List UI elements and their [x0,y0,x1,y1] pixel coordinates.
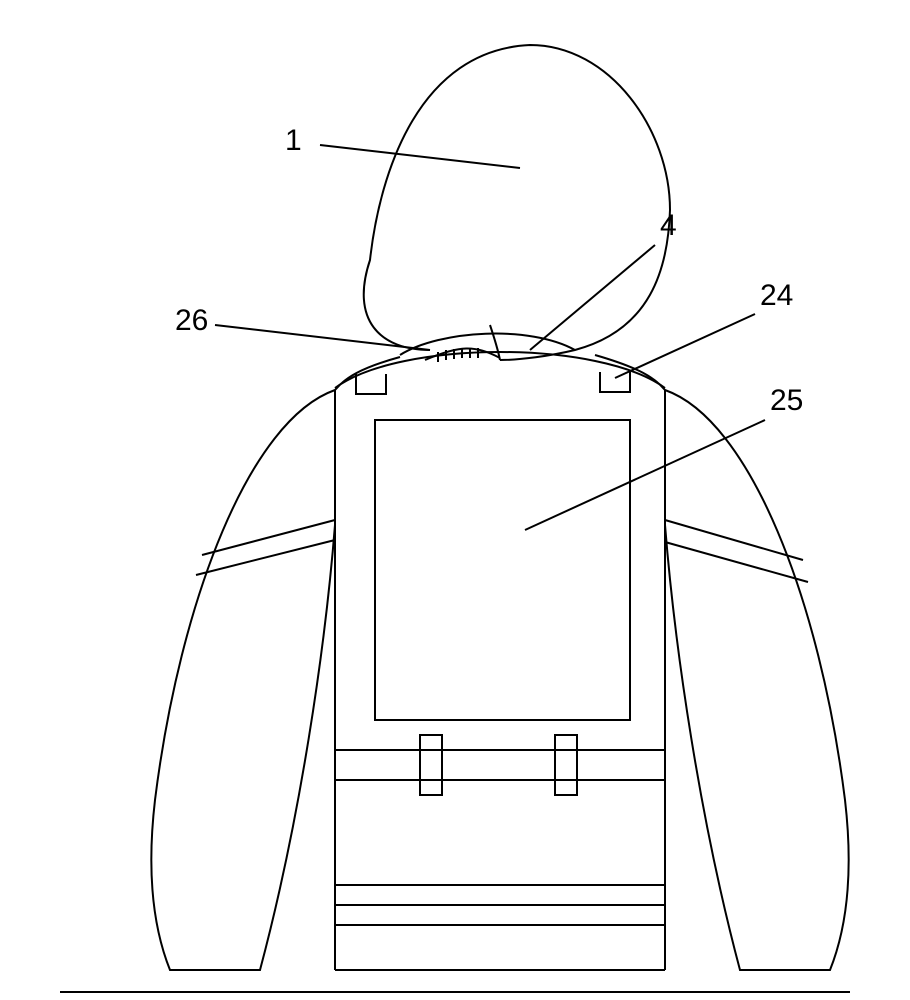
callout-label-24: 24 [760,279,793,312]
sleeve-right-stripe [665,542,808,582]
belt-loop [420,735,442,795]
callout-label-26: 26 [175,304,208,337]
sleeve-right [665,390,849,970]
shoulder-left [335,357,400,390]
leader-line-1 [320,145,520,168]
belt-loop [555,735,577,795]
callout-label-25: 25 [770,384,803,417]
sleeve-right-stripe [665,520,803,560]
callout-label-4: 4 [660,209,677,242]
leader-line-25 [525,420,765,530]
back-panel [375,420,630,720]
leader-line-26 [215,325,430,350]
callout-label-1: 1 [285,124,302,157]
sleeve-left [151,390,335,970]
sleeve-left-stripe [202,520,335,555]
hood-outline [364,45,670,360]
leader-line-4 [530,245,655,350]
shoulder-tab [356,374,386,394]
leader-line-24 [615,314,755,378]
shoulder-tab [600,372,630,392]
